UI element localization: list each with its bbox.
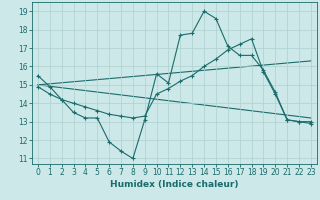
X-axis label: Humidex (Indice chaleur): Humidex (Indice chaleur) (110, 180, 239, 189)
